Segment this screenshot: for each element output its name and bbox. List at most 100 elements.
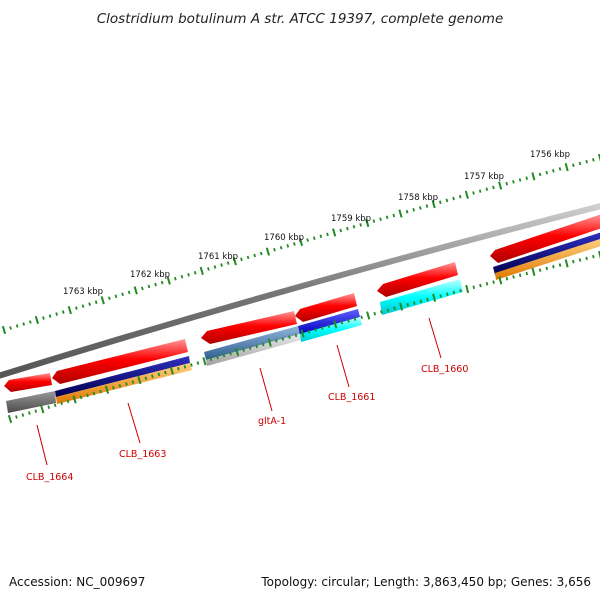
outer-scale-minor-tick xyxy=(478,189,482,193)
outer-scale-minor-tick xyxy=(578,161,582,166)
outer-scale-minor-tick xyxy=(220,263,223,267)
gene-labels: CLB_1664 CLB_1663 gltA-1 CLB_1661 CLB_16… xyxy=(26,364,468,483)
outer-scale-minor-tick xyxy=(472,191,475,195)
cds-track xyxy=(4,214,600,392)
scale-label-1763: 1763 kbp xyxy=(63,287,103,297)
outer-scale-major-tick xyxy=(166,276,171,285)
inner-scale-minor-tick xyxy=(340,320,344,325)
outer-scale-minor-tick xyxy=(319,234,323,239)
outer-scale-minor-tick xyxy=(121,292,124,297)
inner-scale-minor-tick xyxy=(157,372,161,377)
inner-scale-minor-tick xyxy=(413,301,416,305)
outer-scale-minor-tick xyxy=(458,194,462,199)
inner-scale-minor-tick xyxy=(294,333,298,338)
gene-label-clb1661: CLB_1661 xyxy=(328,392,375,403)
gene-label-clb1663: CLB_1663 xyxy=(119,449,166,460)
scale-label-1762: 1762 kbp xyxy=(130,270,170,280)
outer-scale-minor-tick xyxy=(94,300,98,304)
genome-summary-text: Topology: circular; Length: 3,863,450 bp… xyxy=(260,575,591,589)
inner-scale-minor-tick xyxy=(439,294,442,298)
outer-scale-major-tick xyxy=(332,228,337,237)
outer-scale-minor-tick xyxy=(180,274,184,279)
outer-scale-minor-tick xyxy=(42,316,45,320)
inner-scale-minor-tick xyxy=(572,259,575,264)
inner-scale-minor-tick xyxy=(347,319,350,323)
leader-clb1663 xyxy=(127,402,141,444)
cds-arrow-gltA xyxy=(201,311,297,344)
inner-scale-minor-tick xyxy=(288,335,291,339)
outer-scale-minor-tick xyxy=(558,167,562,171)
inner-scale-minor-tick xyxy=(314,328,317,332)
outer-scale-major-tick xyxy=(133,286,138,295)
inner-scale-major-tick xyxy=(333,320,338,329)
inner-scale-minor-tick xyxy=(386,308,390,312)
inner-scale-minor-tick xyxy=(360,315,363,320)
outer-scale-minor-tick xyxy=(293,242,296,246)
outer-scale-minor-tick xyxy=(572,163,575,168)
inner-scale-minor-tick xyxy=(66,399,70,404)
track-darkgray-clb1664 xyxy=(6,391,56,413)
cds-arrow-clb1660 xyxy=(377,262,458,297)
inner-scale-major-tick xyxy=(72,395,77,404)
map-title: Clostridium botulinum A str. ATCC 19397,… xyxy=(97,11,504,27)
outer-scale-minor-tick xyxy=(286,244,290,248)
outer-scale-minor-tick xyxy=(55,312,58,316)
inner-scale-minor-tick xyxy=(177,366,180,371)
outer-scale-minor-tick xyxy=(505,181,509,186)
cds-arrow-next xyxy=(490,214,600,263)
outer-scale-major-tick xyxy=(67,305,72,315)
outer-scale-minor-tick xyxy=(154,282,157,287)
track-navy-clb1663 xyxy=(55,356,190,397)
outer-scale-minor-tick xyxy=(246,255,250,260)
track-steelblue-gltA xyxy=(204,326,300,360)
outer-scale-minor-tick xyxy=(108,296,111,301)
scale-labels: 1756 kbp 1757 kbp 1758 kbp 1759 kbp 1760… xyxy=(63,150,570,297)
outer-scale-minor-tick xyxy=(538,172,542,177)
inner-scale-minor-tick xyxy=(242,348,245,352)
outer-scale-minor-tick xyxy=(452,196,455,201)
leader-clb1664 xyxy=(36,424,48,466)
outer-scale-minor-tick xyxy=(253,253,256,258)
outer-scale-minor-tick xyxy=(114,294,118,299)
outer-scale-minor-tick xyxy=(592,158,595,162)
outer-scale-minor-tick xyxy=(518,178,522,182)
inner-scale-minor-tick xyxy=(209,357,213,362)
outer-scale-major-tick xyxy=(597,153,600,162)
inner-scale-minor-tick xyxy=(393,306,396,311)
inner-scale-minor-tick xyxy=(452,290,456,295)
inner-scale-minor-tick xyxy=(320,326,324,330)
inner-scale-minor-tick xyxy=(21,413,25,417)
inner-scale-minor-tick xyxy=(380,310,383,314)
leader-clb1660 xyxy=(428,317,442,359)
outer-scale-minor-tick xyxy=(392,213,396,218)
outer-scale-minor-tick xyxy=(240,257,243,262)
inner-scale-minor-tick xyxy=(406,303,409,307)
outer-scale-major-tick xyxy=(34,315,40,325)
inner-scale-minor-tick xyxy=(446,292,449,297)
inner-scale-minor-tick xyxy=(485,282,489,286)
inner-scale-major-tick xyxy=(7,414,13,424)
gene-label-clb1664: CLB_1664 xyxy=(26,472,73,483)
track-orange-next xyxy=(495,238,600,280)
outer-scale-major-tick xyxy=(298,237,304,247)
outer-scale-minor-tick xyxy=(48,314,52,318)
inner-scale-minor-tick xyxy=(578,258,582,262)
outer-scale-major-tick xyxy=(464,190,469,199)
inner-scale-minor-tick xyxy=(144,376,148,381)
inner-scale-minor-tick xyxy=(459,288,462,293)
outer-scale-minor-tick xyxy=(405,209,409,214)
feature-tracks xyxy=(6,232,600,413)
cds-arrow-clb1661 xyxy=(295,293,357,322)
inner-scale-minor-tick xyxy=(125,382,128,386)
outer-scale-minor-tick xyxy=(147,284,151,289)
outer-scale-minor-tick xyxy=(22,322,26,326)
gene-label-clb1660: CLB_1660 xyxy=(421,364,468,375)
outer-scale-major-tick xyxy=(431,200,436,209)
inner-scale-minor-tick xyxy=(131,380,135,384)
inner-scale-ticks xyxy=(7,250,600,424)
outer-scale-minor-tick xyxy=(75,306,78,310)
inner-scale-major-tick xyxy=(169,366,174,375)
inner-scale-major-tick xyxy=(399,302,404,311)
inner-scale-minor-tick xyxy=(86,393,89,398)
inner-scale-minor-tick xyxy=(353,317,357,321)
